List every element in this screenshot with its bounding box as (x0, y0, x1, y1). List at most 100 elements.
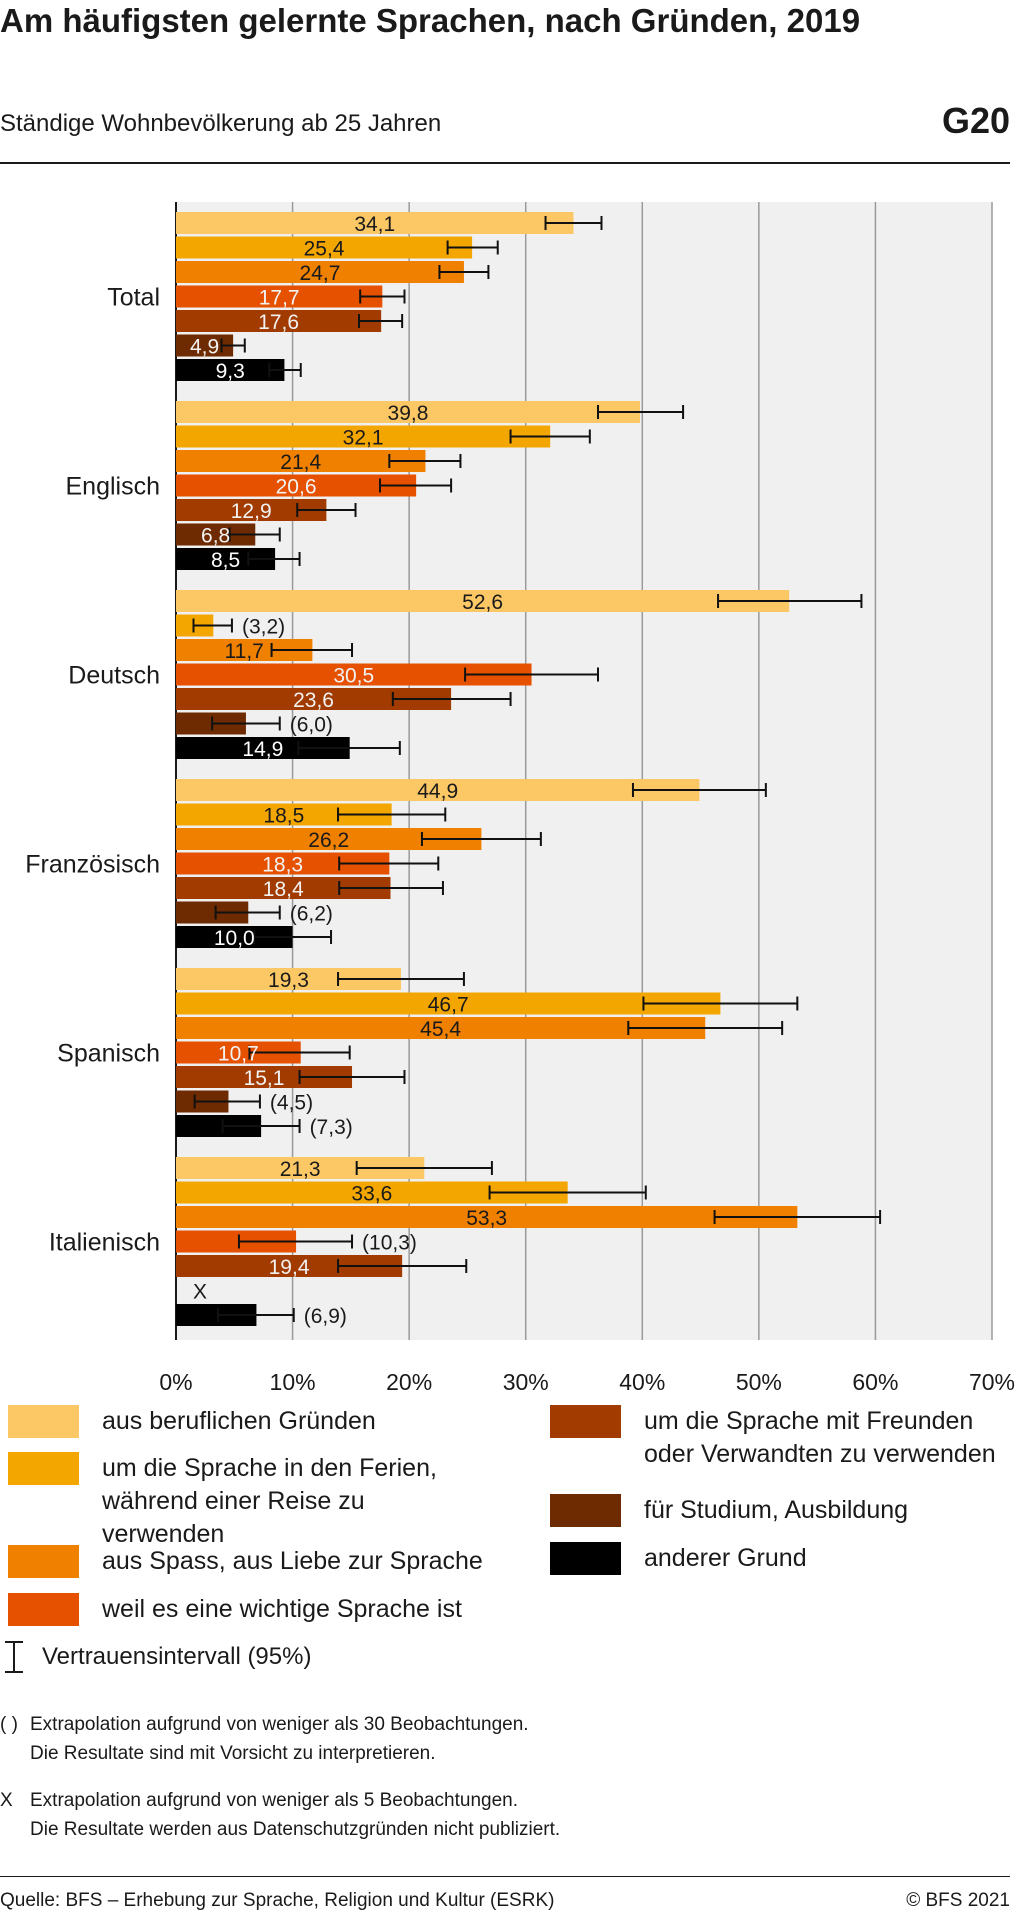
bar (176, 968, 401, 990)
bar (176, 1115, 262, 1137)
x-tick-label: 30% (503, 1369, 549, 1395)
category-label: Italienisch (49, 1229, 160, 1257)
data-label: 24,7 (300, 262, 341, 285)
legend-item-beruflich: aus beruflichen Gründen (8, 1405, 376, 1438)
bar (176, 401, 640, 423)
legend-item-studium: für Studium, Ausbildung (550, 1494, 908, 1527)
legend-swatch (8, 1405, 79, 1438)
category-label: Deutsch (68, 662, 160, 690)
bar (176, 712, 246, 735)
data-label: (6,0) (290, 714, 333, 737)
data-label: 15,1 (244, 1067, 285, 1090)
bar (176, 212, 574, 234)
category-label: Englisch (66, 473, 161, 501)
data-label: (10,3) (362, 1232, 417, 1255)
legend-item-spass: aus Spass, aus Liebe zur Sprache (8, 1545, 483, 1578)
legend-swatch (8, 1545, 79, 1578)
bar (176, 285, 383, 308)
legend-item-wichtig: weil es eine wichtige Sprache ist (8, 1593, 462, 1626)
note-symbol: X (0, 1790, 13, 1811)
legend-label: um die Sprache mit Freunden oder Verwand… (644, 1407, 996, 1468)
data-label: 18,5 (263, 805, 304, 828)
legend-swatch (550, 1494, 621, 1527)
bar (176, 359, 285, 381)
bar (176, 523, 256, 546)
x-tick-label: 20% (386, 1369, 432, 1395)
data-label: 12,9 (231, 500, 272, 523)
x-tick-label: 60% (852, 1369, 898, 1395)
data-label: 34,1 (354, 213, 395, 236)
legend-label: anderer Grund (644, 1544, 807, 1572)
bar-chart: 34,125,424,717,717,64,99,339,832,121,420… (25, 202, 1015, 1395)
bar (176, 261, 464, 283)
data-label: 17,7 (259, 287, 300, 310)
legend-swatch (550, 1405, 621, 1438)
category-label: Französisch (25, 851, 160, 879)
bar (176, 877, 391, 899)
bar (176, 737, 350, 759)
category-label: Spanisch (57, 1040, 160, 1068)
bar (176, 334, 234, 357)
x-tick-labels: 0% 10% 20% 30% 40% 50% 60% 70% (159, 1369, 1015, 1395)
note-line: Extrapolation aufgrund von weniger als 5… (30, 1790, 519, 1811)
data-label: 19,3 (268, 969, 309, 992)
bar (176, 425, 551, 448)
category-labels: Total Englisch Deutsch Französisch Spanisch I… (25, 284, 160, 1257)
data-label: 8,5 (211, 549, 240, 572)
legend-item-anderer: anderer Grund (550, 1542, 807, 1575)
bar (176, 1304, 257, 1326)
data-label: 4,9 (190, 336, 219, 359)
source-note: Quelle: BFS – Erhebung zur Sprache, Reli… (0, 1890, 555, 1911)
data-label: 14,9 (242, 738, 283, 761)
x-tick-label: 50% (736, 1369, 782, 1395)
bars: 34,1 25,424,717,717,6 4,99,3 39,832,1 21,420… (176, 212, 882, 1328)
bar (176, 1066, 353, 1088)
data-label: 23,6 (293, 689, 334, 712)
bar (176, 1206, 798, 1228)
data-label: 52,6 (462, 591, 503, 614)
bar (176, 901, 249, 924)
bar (176, 548, 276, 570)
legend-item-freunde: um die Sprache mit Freunden oder Verwand… (550, 1405, 1020, 1471)
footer-rule (0, 1876, 1010, 1877)
bar (176, 236, 473, 259)
bar (176, 474, 417, 497)
data-label: 20,6 (276, 476, 317, 499)
bar (176, 1230, 297, 1253)
data-label: 39,8 (388, 402, 429, 425)
bar (176, 639, 313, 661)
data-label: (4,5) (270, 1092, 313, 1115)
data-label: (3,2) (242, 616, 285, 639)
chart-title: Am häufigsten gelernte Sprachen, nach Gr… (0, 2, 861, 39)
legend-label: um die Sprache in den Ferien, während ei… (102, 1454, 437, 1548)
data-label: 21,4 (280, 451, 321, 474)
data-label: 46,7 (428, 994, 469, 1017)
data-label: 17,6 (258, 311, 299, 334)
data-label: 30,5 (333, 665, 374, 688)
data-label: 25,4 (304, 238, 345, 261)
x-tick-label: 40% (619, 1369, 665, 1395)
data-label: 19,4 (269, 1256, 310, 1279)
ci-legend: Vertrauensintervall (95%) (0, 1640, 311, 1674)
note-parentheses: ( ) Extrapolation aufgrund von weniger al… (0, 1710, 529, 1768)
bar (176, 1017, 706, 1039)
note-symbol: ( ) (0, 1714, 18, 1735)
data-label: 18,4 (263, 878, 304, 901)
copyright: © BFS 2021 (906, 1890, 1010, 1911)
legend-label: weil es eine wichtige Sprache ist (102, 1595, 462, 1623)
bar (176, 1041, 301, 1064)
legend-label: aus Spass, aus Liebe zur Sprache (102, 1547, 483, 1575)
data-label: 18,3 (262, 854, 303, 877)
bar (176, 450, 426, 472)
note-x: X Extrapolation aufgrund von weniger als … (0, 1786, 560, 1844)
grid-lines (175, 202, 993, 1340)
bar (176, 1157, 425, 1179)
data-label: 11,7 (225, 640, 264, 663)
bar (176, 590, 790, 612)
x-tick-label: 70% (969, 1369, 1015, 1395)
legend-swatch (8, 1452, 79, 1485)
bar (176, 310, 382, 332)
bar (176, 1181, 568, 1204)
data-label: 10,0 (214, 927, 255, 950)
legend-label: aus beruflichen Gründen (102, 1407, 376, 1435)
